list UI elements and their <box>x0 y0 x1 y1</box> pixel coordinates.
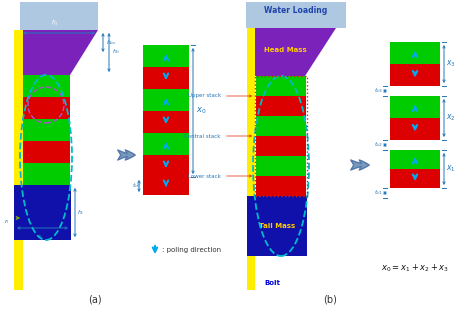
Text: $r_i$: $r_i$ <box>4 218 10 226</box>
Text: $t_{c2}$: $t_{c2}$ <box>374 141 383 150</box>
Bar <box>23 163 70 185</box>
Bar <box>247 196 307 256</box>
Bar <box>23 75 70 97</box>
Bar <box>390 64 440 86</box>
Text: Water Loading: Water Loading <box>264 6 328 15</box>
Text: $r_t$: $r_t$ <box>37 232 43 241</box>
Bar <box>256 96 306 116</box>
Text: Bolt: Bolt <box>264 280 280 286</box>
Polygon shape <box>20 30 98 75</box>
Text: $h_{bc}$: $h_{bc}$ <box>106 39 117 48</box>
Bar <box>255 76 307 196</box>
Bar <box>256 76 306 96</box>
Text: $x_0$: $x_0$ <box>196 106 207 116</box>
Text: $x_1$: $x_1$ <box>446 164 456 174</box>
Bar <box>390 42 440 64</box>
Bar <box>14 185 71 240</box>
Bar <box>143 89 189 111</box>
Bar <box>390 150 440 169</box>
Text: Tail Mass: Tail Mass <box>259 223 295 229</box>
Bar <box>143 133 189 155</box>
Bar <box>143 155 189 177</box>
Text: $t_{c1}$: $t_{c1}$ <box>374 188 383 197</box>
Text: (a): (a) <box>88 295 102 305</box>
Bar <box>143 67 189 89</box>
Text: Central stack: Central stack <box>184 133 251 138</box>
Bar <box>390 169 440 188</box>
Text: Head Mass: Head Mass <box>264 47 306 53</box>
Text: $x_0 = x_1+x_2+x_3$: $x_0 = x_1+x_2+x_3$ <box>381 262 449 274</box>
Text: $h_t$: $h_t$ <box>77 208 85 217</box>
Text: $h_h$: $h_h$ <box>112 48 120 57</box>
Text: $t_{c3}$: $t_{c3}$ <box>374 87 383 95</box>
Bar <box>14 30 23 290</box>
Bar <box>256 156 306 176</box>
Bar <box>23 97 70 119</box>
Bar <box>143 45 189 67</box>
Bar <box>390 118 440 140</box>
Bar <box>256 116 306 136</box>
Bar <box>390 96 440 118</box>
Bar <box>23 141 70 163</box>
Text: (b): (b) <box>323 295 337 305</box>
Bar <box>143 111 189 133</box>
Bar <box>246 2 346 28</box>
Text: $r_h$: $r_h$ <box>51 18 59 28</box>
Bar <box>143 177 189 195</box>
Bar <box>247 28 255 290</box>
Text: $x_2$: $x_2$ <box>446 113 456 123</box>
Bar <box>256 136 306 156</box>
Text: $t_{c0}$: $t_{c0}$ <box>132 182 141 190</box>
Text: : poling direction: : poling direction <box>162 247 221 253</box>
Text: Upper stack: Upper stack <box>188 94 251 99</box>
Text: $x_3$: $x_3$ <box>446 59 456 69</box>
Bar <box>23 119 70 141</box>
Text: Lower stack: Lower stack <box>188 173 251 179</box>
Bar <box>20 2 98 30</box>
Polygon shape <box>252 28 336 76</box>
Bar <box>256 176 306 196</box>
